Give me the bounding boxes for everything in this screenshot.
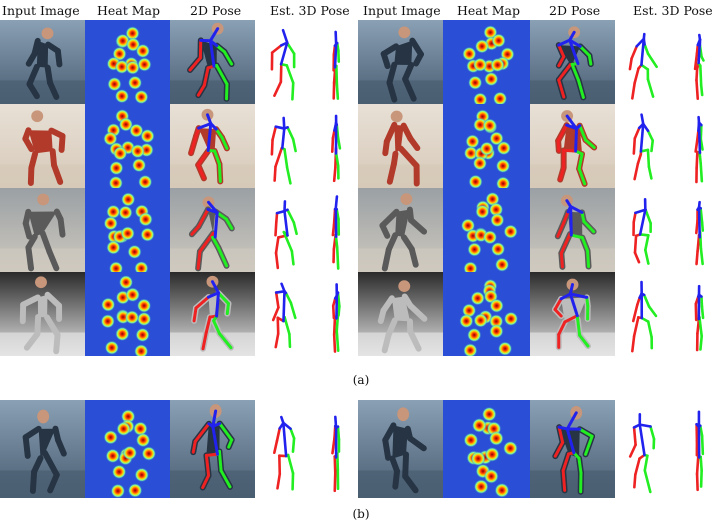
row-b-left-heat-map (85, 400, 170, 498)
row-a-left-2-2d-pose (170, 104, 255, 188)
row-a-left-2-heat-map (85, 104, 170, 188)
row-a-right-1-2d-pose (530, 20, 615, 104)
row-a-left-4-3d-pose-front (258, 272, 310, 356)
row-a-right-4-3d-pose-side (676, 272, 722, 356)
row-a-right-1-3d-pose-side (676, 20, 722, 104)
row-a-left-3-heat-map (85, 188, 170, 272)
row-a-right-2-3d-pose-side (676, 104, 722, 188)
row-a-left-1-3d-pose-side (316, 20, 356, 104)
row-a-left-2-input-image (0, 104, 85, 188)
row-a-left-3-3d-pose-front (258, 188, 310, 272)
header-input-image-left: Input Image (2, 3, 80, 18)
row-a-left-2-3d-pose-front (258, 104, 310, 188)
row-a-right-4-input-image (358, 272, 443, 356)
row-a-right-3-3d-pose-side (676, 188, 722, 272)
caption-b: (b) (352, 507, 370, 521)
row-a-right-1-heat-map (443, 20, 530, 104)
header-heat-map-right: Heat Map (457, 3, 521, 18)
row-a-left-1-input-image (0, 20, 85, 104)
header-est-3d-pose-right: Est. 3D Pose (633, 3, 713, 18)
row-a-right-3-2d-pose (530, 188, 615, 272)
header-input-image-right: Input Image (363, 3, 441, 18)
row-a-left-4-3d-pose-side (316, 272, 356, 356)
row-a-right-2-2d-pose (530, 104, 615, 188)
row-a-left-3-3d-pose-side (316, 188, 356, 272)
row-a-right-4-3d-pose-front (616, 272, 668, 356)
row-a-right-1-input-image (358, 20, 443, 104)
header-heat-map-left: Heat Map (97, 3, 161, 18)
row-a-left-4-input-image (0, 272, 85, 356)
row-a-left-4-2d-pose (170, 272, 255, 356)
header-est-3d-pose-left: Est. 3D Pose (270, 3, 350, 18)
row-b-right-input-image (358, 400, 443, 498)
row-a-right-1-3d-pose-front (616, 20, 668, 104)
row-a-left-1-3d-pose-front (258, 20, 310, 104)
row-a-right-3-input-image (358, 188, 443, 272)
row-b-left-3d-pose-side (316, 400, 356, 498)
row-b-right-3d-pose-side (676, 400, 722, 498)
row-a-left-1-2d-pose (170, 20, 255, 104)
row-a-left-3-input-image (0, 188, 85, 272)
row-b-right-heat-map (443, 400, 530, 498)
row-a-left-1-heat-map (85, 20, 170, 104)
row-a-right-4-2d-pose (530, 272, 615, 356)
row-b-left-2d-pose (170, 400, 255, 498)
row-a-right-3-heat-map (443, 188, 530, 272)
row-a-right-2-heat-map (443, 104, 530, 188)
row-a-right-2-3d-pose-front (616, 104, 668, 188)
row-b-right-2d-pose (530, 400, 615, 498)
row-a-right-4-heat-map (443, 272, 530, 356)
row-a-left-4-heat-map (85, 272, 170, 356)
row-a-left-2-3d-pose-side (316, 104, 356, 188)
row-a-left-3-2d-pose (170, 188, 255, 272)
caption-a: (a) (352, 373, 370, 387)
row-a-right-3-3d-pose-front (616, 188, 668, 272)
row-b-right-3d-pose-front (616, 400, 668, 498)
header-2d-pose-left: 2D Pose (190, 3, 242, 18)
row-a-right-2-input-image (358, 104, 443, 188)
row-b-left-input-image (0, 400, 85, 498)
header-2d-pose-right: 2D Pose (549, 3, 601, 18)
row-b-left-3d-pose-front (258, 400, 310, 498)
